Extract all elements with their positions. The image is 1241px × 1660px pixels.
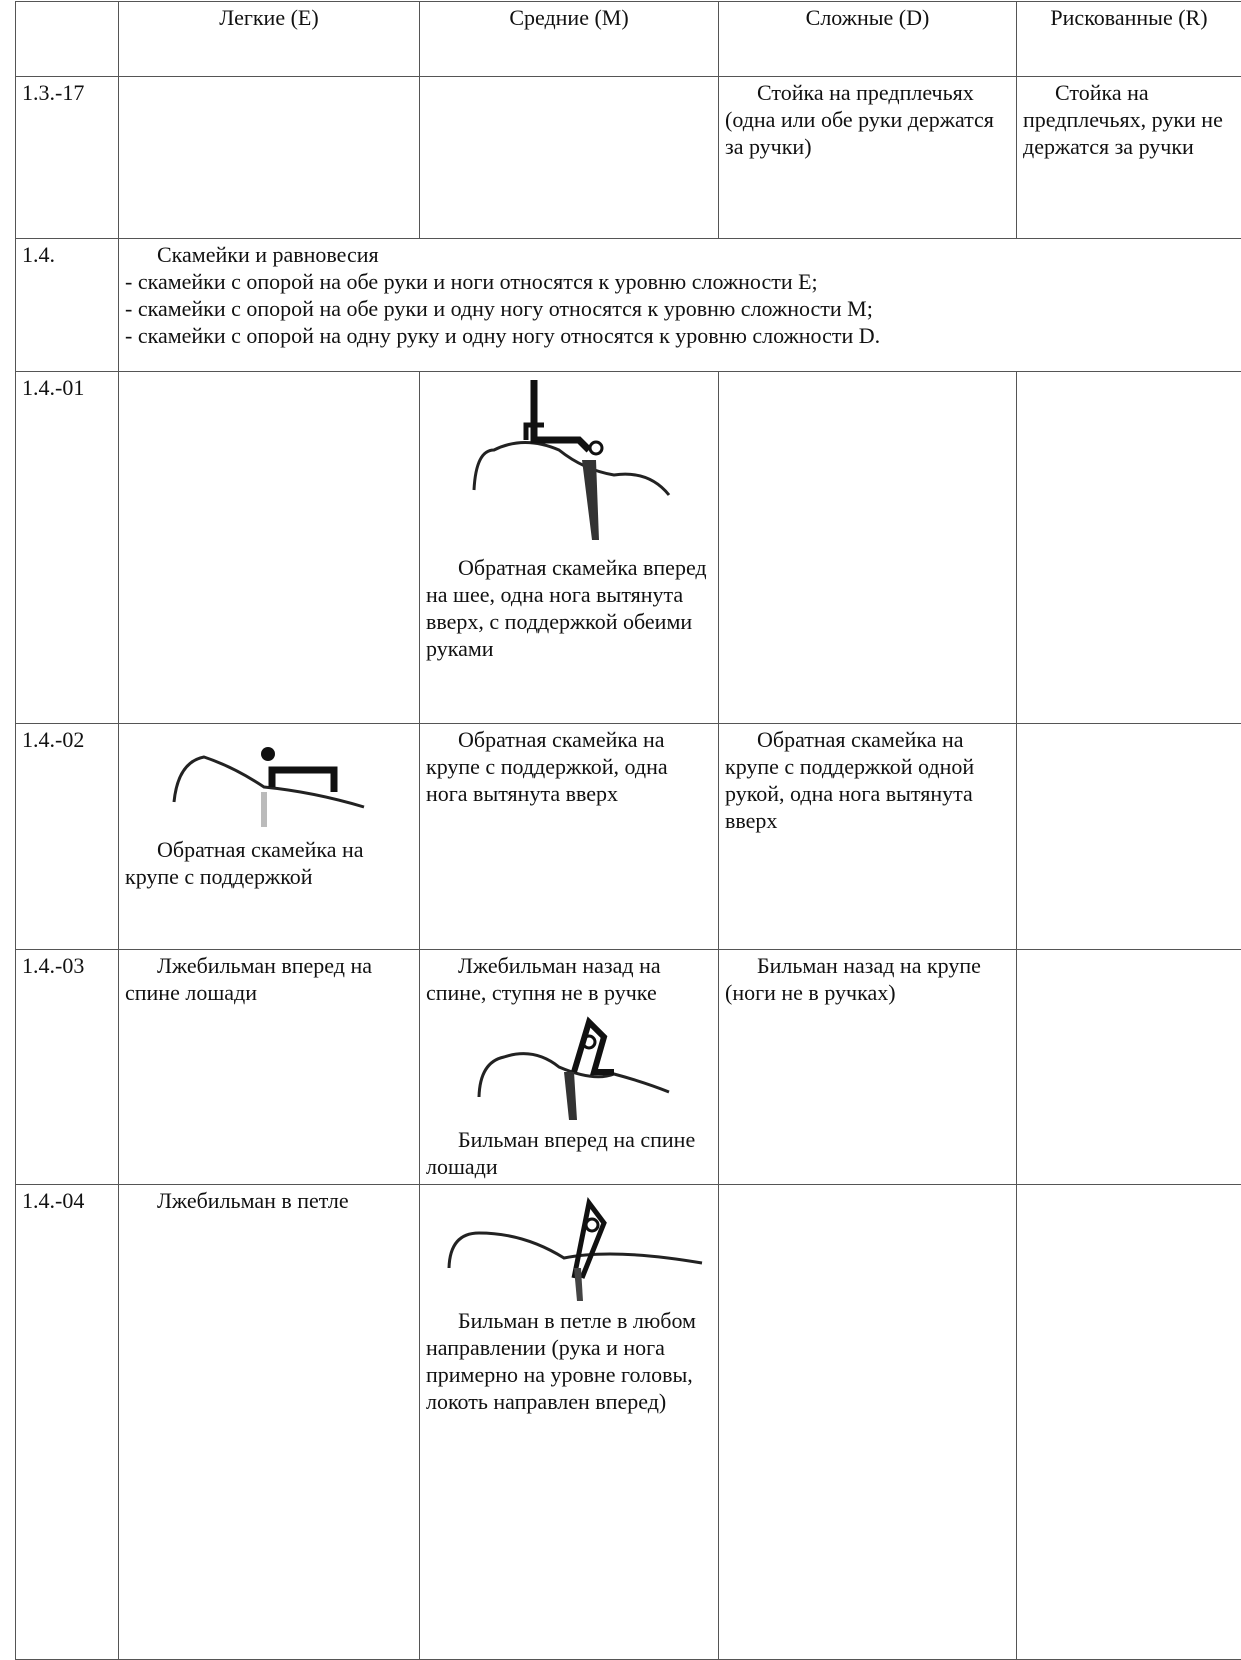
cell: Обратная скамейка на крупе с поддержкой xyxy=(119,724,420,950)
cell-text: Лжебильман назад на спине, ступня не в р… xyxy=(426,952,712,1006)
row: 1.4.-02 Обратная скамейка на крупе с под… xyxy=(16,724,1241,950)
section-row: 1.4. Скамейки и равновесия - скамейки с … xyxy=(16,239,1241,372)
cell: Стойка на предплечьях, руки не держатся … xyxy=(1017,77,1241,239)
cell: Бильман в петле в любом направлении (рук… xyxy=(420,1185,719,1660)
cell-text: Обратная скамейка на крупе с поддержкой … xyxy=(725,726,1010,834)
header-row: Легкие (E) Средние (M) Сложные (D) Риско… xyxy=(16,2,1241,77)
figure xyxy=(434,1193,704,1303)
cell-caption: Обратная скамейка на крупе с поддержкой xyxy=(125,836,413,890)
cell: Лжебильман в петле xyxy=(119,1185,420,1660)
header-cell: Рискованные (R) xyxy=(1017,2,1241,77)
cell-text: Бильман назад на крупе (ноги не в ручках… xyxy=(725,952,1010,1006)
cell-text: Стойка на предплечьях, руки не держатся … xyxy=(1023,79,1235,160)
cell-text: Лжебильман в петле xyxy=(125,1187,413,1214)
cell-caption: Обратная скамейка вперед на шее, одна но… xyxy=(426,554,712,662)
row: 1.4.-04 Лжебильман в петле Бильман в пет… xyxy=(16,1185,1241,1660)
cell: Обратная скамейка вперед на шее, одна но… xyxy=(420,372,719,724)
cell: Обратная скамейка на крупе с поддержкой … xyxy=(719,724,1017,950)
cell-caption: Бильман в петле в любом направлении (рук… xyxy=(426,1307,712,1415)
section-cell: Скамейки и равновесия - скамейки с опоро… xyxy=(119,239,1241,372)
section-title: Скамейки и равновесия xyxy=(125,241,1235,268)
cell: Стойка на предплечьях (одна или обе руки… xyxy=(719,77,1017,239)
cell-text: Лжебильман вперед на спине лошади xyxy=(125,952,413,1006)
cell-text: Стойка на предплечьях (одна или обе руки… xyxy=(725,79,1010,160)
cell: Лжебильман вперед на спине лошади xyxy=(119,950,420,1185)
cell-caption: Бильман вперед на спине лошади xyxy=(426,1126,712,1180)
header-cell xyxy=(16,2,119,77)
row-id: 1.4.-04 xyxy=(16,1185,119,1660)
header-cell: Легкие (E) xyxy=(119,2,420,77)
cell xyxy=(1017,372,1241,724)
cell: Обратная скамейка на крупе с поддержкой,… xyxy=(420,724,719,950)
row-id: 1.4.-01 xyxy=(16,372,119,724)
cell xyxy=(119,372,420,724)
row: 1.4.-03 Лжебильман вперед на спине лошад… xyxy=(16,950,1241,1185)
cell xyxy=(119,77,420,239)
figure xyxy=(464,380,674,550)
cell xyxy=(1017,1185,1241,1660)
cell xyxy=(1017,724,1241,950)
section-note: - скамейки с опорой на обе руки и одну н… xyxy=(125,295,1235,322)
cell: Лжебильман назад на спине, ступня не в р… xyxy=(420,950,719,1185)
section-note: - скамейки с опорой на обе руки и ноги о… xyxy=(125,268,1235,295)
cell-text: Обратная скамейка на крупе с поддержкой,… xyxy=(426,726,712,807)
section-note: - скамейки с опорой на одну руку и одну … xyxy=(125,322,1235,349)
cell xyxy=(1017,950,1241,1185)
row-id: 1.4.-02 xyxy=(16,724,119,950)
elements-table: Легкие (E) Средние (M) Сложные (D) Риско… xyxy=(15,1,1241,1660)
header-cell: Сложные (D) xyxy=(719,2,1017,77)
header-cell: Средние (M) xyxy=(420,2,719,77)
figure xyxy=(464,1012,674,1122)
cell xyxy=(719,1185,1017,1660)
row-id: 1.3.-17 xyxy=(16,77,119,239)
row: 1.4.-01 Обратная скамейка вперед на шее,… xyxy=(16,372,1241,724)
row: 1.3.-17 Стойка на предплечьях (одна или … xyxy=(16,77,1241,239)
cell: Бильман назад на крупе (ноги не в ручках… xyxy=(719,950,1017,1185)
row-id: 1.4. xyxy=(16,239,119,372)
cell xyxy=(420,77,719,239)
row-id: 1.4.-03 xyxy=(16,950,119,1185)
cell xyxy=(719,372,1017,724)
figure xyxy=(164,732,374,832)
